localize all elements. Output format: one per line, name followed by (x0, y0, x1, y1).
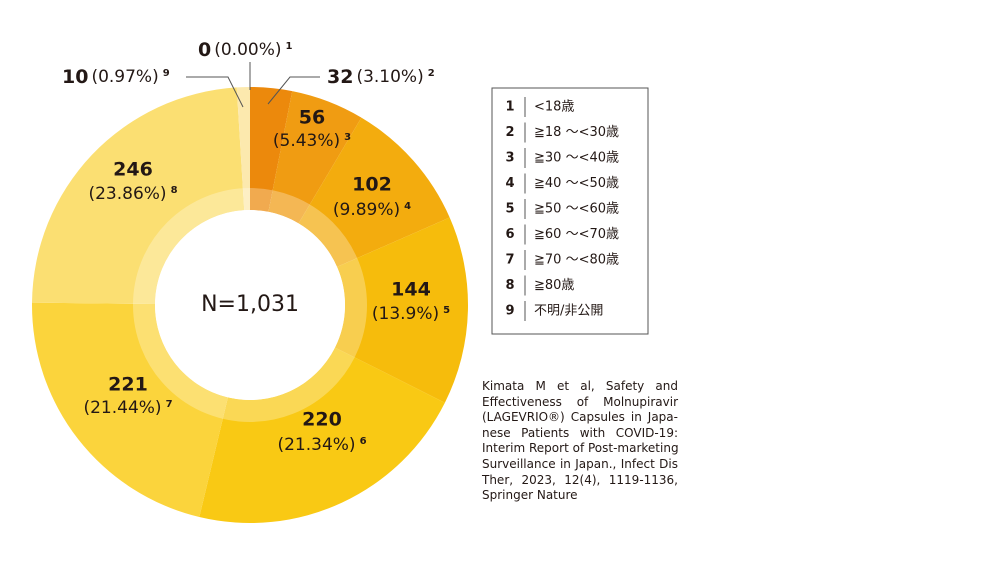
legend-number: 6 (505, 227, 514, 242)
legend-number: 5 (505, 202, 514, 217)
citation: Kimata M et al, Safety and Effectiveness … (482, 379, 679, 504)
slice (199, 347, 445, 523)
slice (236, 87, 250, 211)
legend-number: 9 (505, 304, 514, 319)
count-label: 221 (108, 374, 148, 396)
legend-label: 不明/非公開 (534, 304, 603, 319)
percent-label: (9.89%) (333, 200, 400, 220)
slice-label: (5.43%) 3 (273, 131, 351, 151)
slice (250, 87, 293, 212)
count-label: 32 (327, 66, 353, 88)
legend-number: 4 (505, 176, 514, 191)
category-number: 6 (360, 436, 367, 447)
citation-line: Effectiveness of Molnupiravir (482, 394, 678, 409)
slice (32, 87, 245, 304)
slice-label: 32 (3.10%) 2 (327, 66, 435, 88)
slice-label: 0 (0.00%) 1 (198, 39, 293, 61)
legend-label: ≧80歳 (534, 278, 574, 293)
count-label: 0 (198, 39, 211, 61)
category-number: 1 (286, 41, 293, 52)
citation-line: nese Patients with COVID-19: (482, 425, 678, 440)
slice-label: (21.44%) 7 (83, 398, 172, 418)
count-label: 144 (391, 279, 431, 301)
percent-label: (23.86%) (88, 184, 166, 204)
percent-label: (21.34%) (277, 435, 355, 455)
slice-label: (23.86%) 8 (88, 184, 177, 204)
slice-label: 10 (0.97%) 9 (62, 66, 170, 88)
percent-label: (3.10%) (356, 67, 423, 87)
count-label: 10 (62, 66, 88, 88)
legend-box (491, 87, 649, 335)
percent-label: (13.9%) (372, 304, 439, 324)
slice (334, 217, 468, 403)
legend-number: 3 (505, 151, 514, 166)
legend-label: ≧60 ～<70歳 (534, 227, 619, 242)
legend-number: 2 (505, 125, 514, 140)
citation-line: Ther, 2023, 12(4), 1119-1136, (482, 472, 678, 487)
legend-number: 1 (505, 100, 514, 115)
percent-label: (21.44%) (83, 398, 161, 418)
citation-line: Kimata M et al, Safety and (482, 379, 678, 393)
slice-label: (13.9%) 5 (372, 304, 450, 324)
count-label: 220 (302, 409, 342, 431)
count-label: 56 (299, 107, 325, 129)
slices (31, 87, 468, 523)
category-number: 3 (344, 132, 351, 143)
legend-label: ≧40 ～<50歳 (534, 176, 619, 191)
legend-label: ≧50 ～<60歳 (534, 202, 619, 217)
category-number: 9 (163, 68, 170, 79)
legend-label: ≧70 ～<80歳 (534, 253, 619, 268)
category-number: 5 (443, 305, 450, 316)
legend-label: ≧30 ～<40歳 (534, 151, 619, 166)
slice-label: (9.89%) 4 (333, 200, 411, 220)
slice (298, 117, 450, 267)
category-number: 8 (171, 185, 178, 196)
category-number: 4 (404, 201, 411, 212)
citation-line: Springer Nature (482, 488, 578, 503)
legend-number: 8 (505, 278, 514, 293)
slice (31, 302, 228, 518)
leader-line (186, 76, 244, 108)
count-label: 246 (113, 159, 153, 181)
legend-label: ≧18 ～<30歳 (534, 125, 619, 140)
citation-line: Interim Report of Post-marketing (482, 441, 679, 456)
count-label: 102 (352, 174, 392, 196)
slice-label: (21.34%) 6 (277, 435, 366, 455)
leader-line (267, 76, 320, 105)
slice (268, 91, 362, 224)
percent-label: (5.43%) (273, 131, 340, 151)
legend-label: <18歳 (534, 100, 574, 115)
inner-ring (133, 188, 367, 422)
center-label: N=1,031 (201, 292, 299, 317)
hole (155, 210, 345, 400)
category-number: 7 (166, 399, 173, 410)
legend-number: 7 (505, 253, 514, 268)
percent-label: (0.97%) (91, 67, 158, 87)
category-number: 2 (428, 68, 435, 79)
percent-label: (0.00%) (214, 40, 281, 60)
citation-line: (LAGEVRIO®) Capsules in Japa- (482, 410, 678, 425)
citation-line: Surveillance in Japan., Infect Dis (482, 456, 678, 471)
